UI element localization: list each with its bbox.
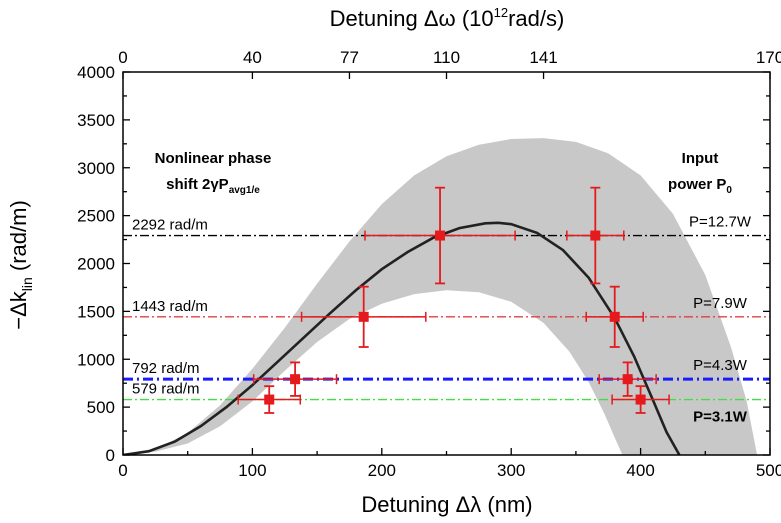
marker [609, 311, 620, 322]
top-x-axis-label: Detuning Δω (1012rad/s) [330, 5, 565, 31]
top-x-tick-label: 0 [118, 48, 127, 67]
marker [590, 230, 601, 241]
left-annotation-line2: shift 2γPavg1/e [166, 176, 260, 196]
y-tick-label: 500 [87, 398, 115, 417]
marker [622, 374, 633, 385]
top-x-tick-label: 77 [340, 48, 359, 67]
data-point-7 [611, 385, 670, 414]
x-tick-label: 0 [118, 461, 127, 480]
hline-value-label-2: 792 rad/m [132, 360, 200, 377]
left-annotation-line1: Nonlinear phase [155, 150, 272, 167]
hline-power-label-2: P=4.3W [693, 357, 748, 374]
y-tick-label: 4000 [77, 63, 115, 82]
top-x-tick-label: 40 [243, 48, 262, 67]
reference-lines: 2292 rad/m P=12.7W 1443 rad/m P=7.9W 792 rad… [123, 214, 770, 426]
y-tick-label: 0 [106, 446, 115, 465]
y-tick-label: 2500 [77, 207, 115, 226]
y-tick-label: 2000 [77, 255, 115, 274]
hline-power-label-3: P=3.1W [693, 409, 748, 426]
y-tick-label: 1000 [77, 350, 115, 369]
marker [635, 394, 646, 405]
data-points [237, 186, 670, 414]
right-annotation-line1: Input [682, 150, 719, 167]
marker [290, 374, 301, 385]
hline-power-label-0: P=12.7W [689, 214, 752, 231]
data-point-3 [364, 186, 516, 285]
data-point-1 [252, 361, 338, 397]
x-tick-label: 500 [756, 461, 781, 480]
marker [435, 230, 446, 241]
axes: 0 100 200 300 400 500050010001500200025003000… [77, 48, 781, 480]
top-x-tick-label: 141 [529, 48, 557, 67]
data-point-2 [300, 285, 427, 348]
top-x-tick-label: 110 [433, 48, 460, 67]
marker [358, 311, 369, 322]
hline-value-label-0: 2292 rad/m [132, 217, 208, 234]
y-tick-label: 3000 [77, 159, 115, 178]
data-point-0 [237, 385, 302, 414]
x-tick-label: 200 [368, 461, 396, 480]
x-tick-label: 400 [626, 461, 654, 480]
top-x-tick-label: 170 [756, 48, 781, 67]
y-tick-label: 1500 [77, 302, 115, 321]
y-tick-label: 3500 [77, 111, 115, 130]
right-annotation-line2: power P0 [668, 176, 732, 196]
hline-power-label-1: P=7.9W [693, 295, 748, 312]
y-axis-label: −Δklin (rad/m) [6, 200, 35, 330]
data-point-4 [566, 186, 625, 285]
hline-value-label-3: 579 rad/m [132, 381, 200, 398]
data-point-5 [585, 285, 644, 348]
data-point-6 [598, 361, 657, 397]
annotations: Detuning Δλ (nm) Detuning Δω (1012rad/s)… [6, 5, 732, 517]
hline-value-label-1: 1443 rad/m [132, 298, 208, 315]
x-axis-label: Detuning Δλ (nm) [361, 492, 532, 517]
x-tick-label: 300 [497, 461, 525, 480]
x-tick-label: 100 [238, 461, 266, 480]
marker [264, 394, 275, 405]
